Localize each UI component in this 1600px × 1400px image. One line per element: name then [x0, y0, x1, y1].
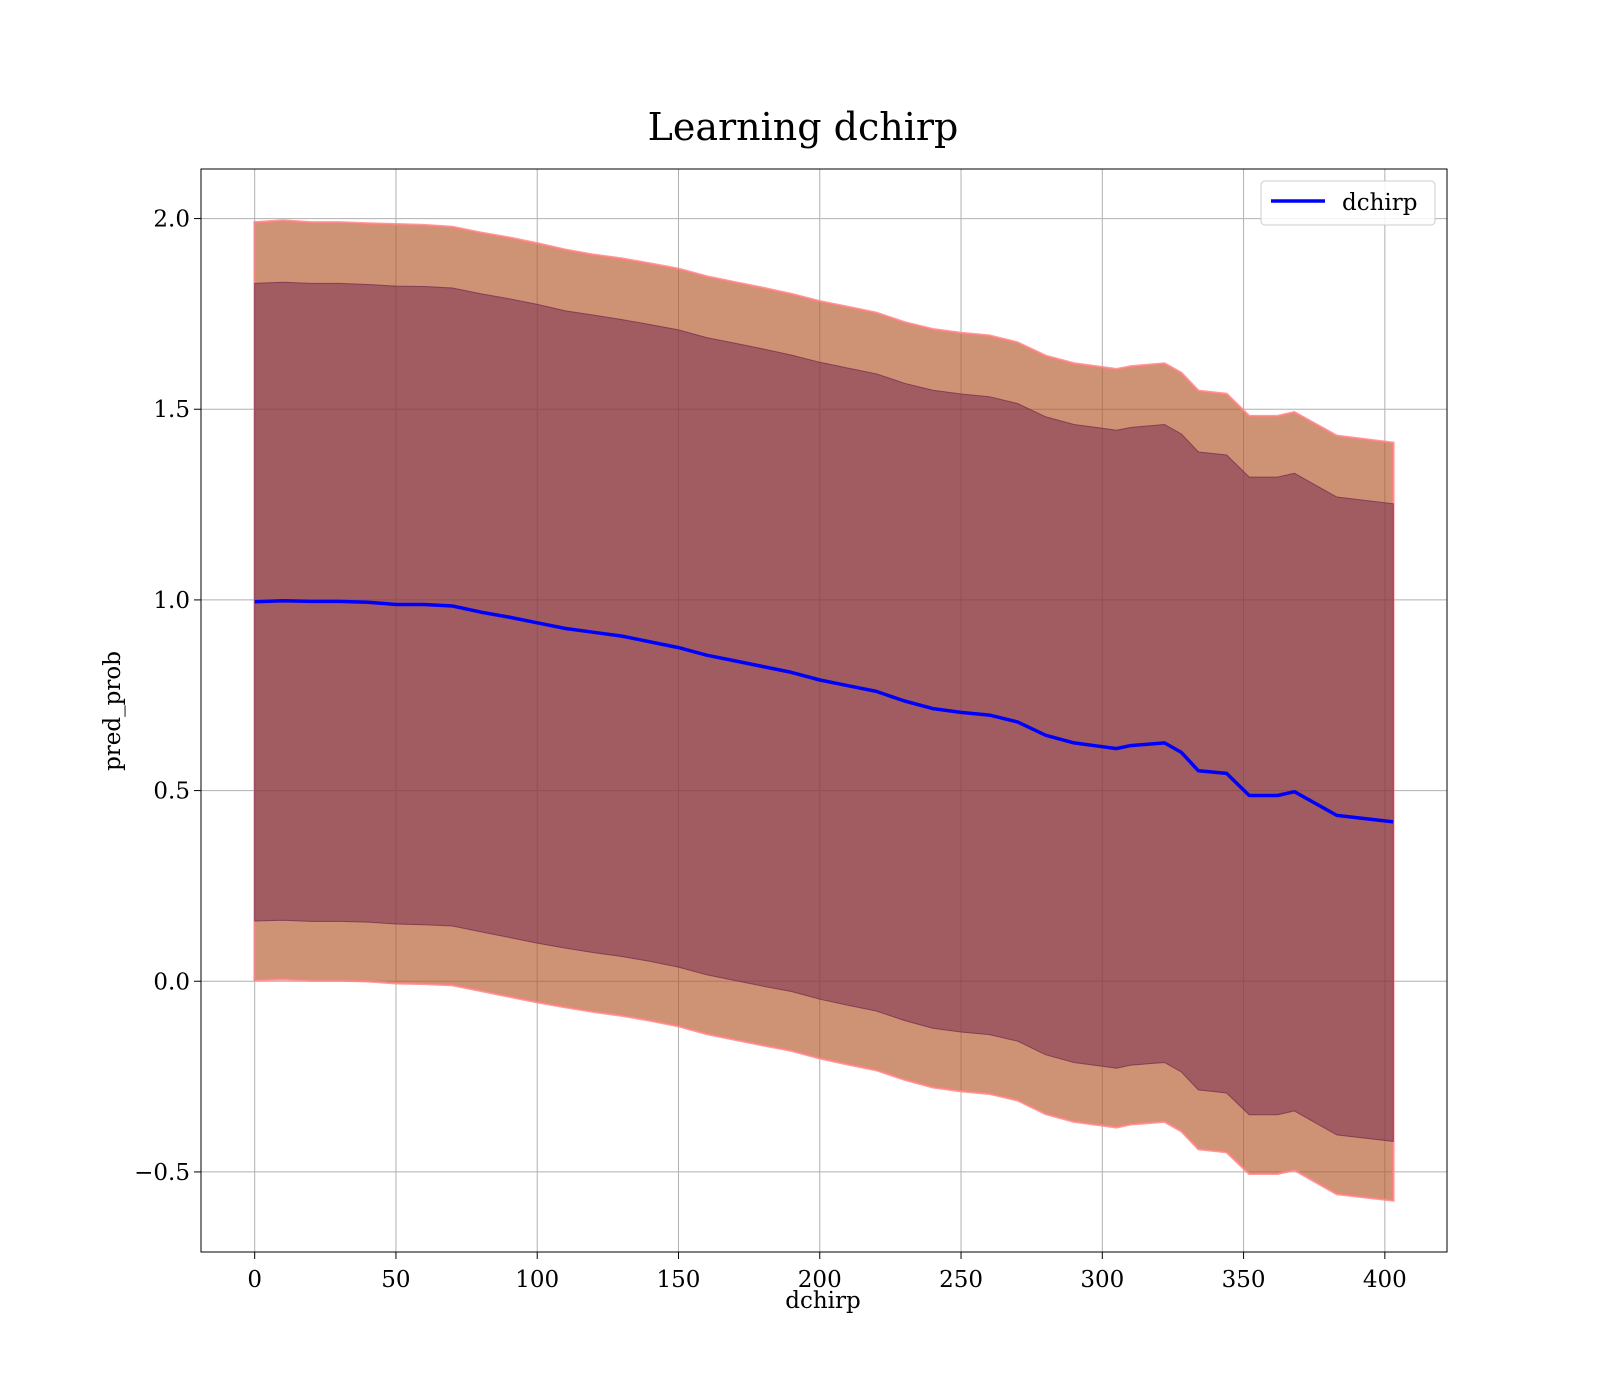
series-lines	[254, 598, 1394, 824]
confidence-band-1	[254, 281, 1394, 1142]
x-axis-label: dchirp	[785, 1288, 861, 1314]
legend-label-dchirp: dchirp	[1342, 190, 1418, 216]
series-line-dchirp	[254, 598, 1394, 824]
plot-frame	[200, 168, 1448, 1253]
y-tick-label: 1.0	[153, 588, 190, 614]
x-tick-label: 400	[1363, 1267, 1407, 1293]
y-tick-label: −0.5	[134, 1160, 190, 1186]
x-tick-label: 0	[247, 1267, 262, 1293]
legend: dchirp	[1260, 180, 1436, 226]
y-tick-label: 0.0	[153, 969, 190, 995]
y-axis-label: pred_prob	[100, 651, 126, 771]
x-tick-label: 100	[515, 1267, 559, 1293]
x-ticks: 0 50 100 150 200 250 300 350 400	[247, 1252, 1407, 1293]
x-tick-label: 250	[939, 1267, 983, 1293]
x-tick-label: 50	[381, 1267, 410, 1293]
y-tick-label: 2.0	[153, 207, 190, 233]
x-tick-label: 150	[657, 1267, 701, 1293]
y-ticks: −0.5 0.0 0.5 1.0 1.5 2.0	[134, 207, 201, 1186]
x-tick-label: 200	[798, 1267, 842, 1293]
confidence-bands	[253, 219, 1395, 1202]
chart-title: Learning dchirp	[648, 105, 959, 149]
y-tick-label: 0.5	[153, 779, 190, 805]
y-tick-label: 1.5	[153, 397, 190, 423]
x-tick-label: 300	[1080, 1267, 1124, 1293]
legend-box	[1260, 180, 1436, 226]
x-tick-label: 350	[1222, 1267, 1266, 1293]
